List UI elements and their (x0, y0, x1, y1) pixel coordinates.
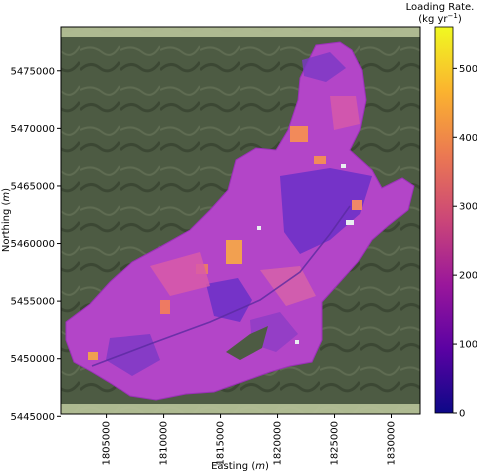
colorbar-tick-label: 0 (459, 409, 465, 420)
x-tick-label: 1810000 (159, 421, 170, 466)
x-tick-label: 1820000 (273, 421, 284, 466)
plot-frame (60, 26, 421, 415)
y-axis-ticks: 5445000 5450000 5455000 5460000 5465000 54700… (10, 66, 61, 423)
colorbar-tick-label: 300 (459, 202, 477, 213)
y-axis-title: Northing (m) (1, 188, 12, 252)
colorbar-title-line2: (kg yr−1) (418, 12, 462, 25)
y-tick-label: 5455000 (10, 297, 55, 308)
y-tick-label: 5475000 (10, 66, 55, 77)
y-tick-label: 5450000 (10, 354, 55, 365)
x-tick-label: 1825000 (330, 421, 341, 466)
catchment-area (65, 41, 415, 401)
catchment-raster (65, 41, 415, 401)
colorbar-tick-label: 400 (459, 133, 477, 144)
colorbar-ticks: 0 100 200 300 400 500 (453, 64, 477, 420)
y-tick-label: 5470000 (10, 124, 55, 135)
y-tick-label: 5465000 (10, 181, 55, 192)
colorbar-tick-label: 500 (459, 64, 477, 75)
x-tick-label: 1805000 (102, 421, 113, 466)
y-tick-label: 5460000 (10, 239, 55, 250)
x-axis-ticks: 1805000 1810000 1815000 1820000 1825000 18300… (102, 414, 398, 466)
colorbar-tick-label: 200 (459, 271, 477, 282)
imagery-strip-bottom (61, 404, 420, 414)
x-tick-label: 1815000 (216, 421, 227, 466)
colorbar: 0 100 200 300 400 500 Loading Rate. (kg yr−1) (406, 2, 477, 420)
y-tick-label: 5445000 (10, 412, 55, 423)
x-axis-title: Easting (m) (211, 461, 269, 472)
colorbar-title-line1: Loading Rate. (406, 2, 475, 13)
colorbar-gradient (434, 26, 454, 414)
imagery-strip-top (61, 27, 420, 37)
colorbar-tick-label: 100 (459, 340, 477, 351)
x-tick-label: 1830000 (387, 421, 398, 466)
